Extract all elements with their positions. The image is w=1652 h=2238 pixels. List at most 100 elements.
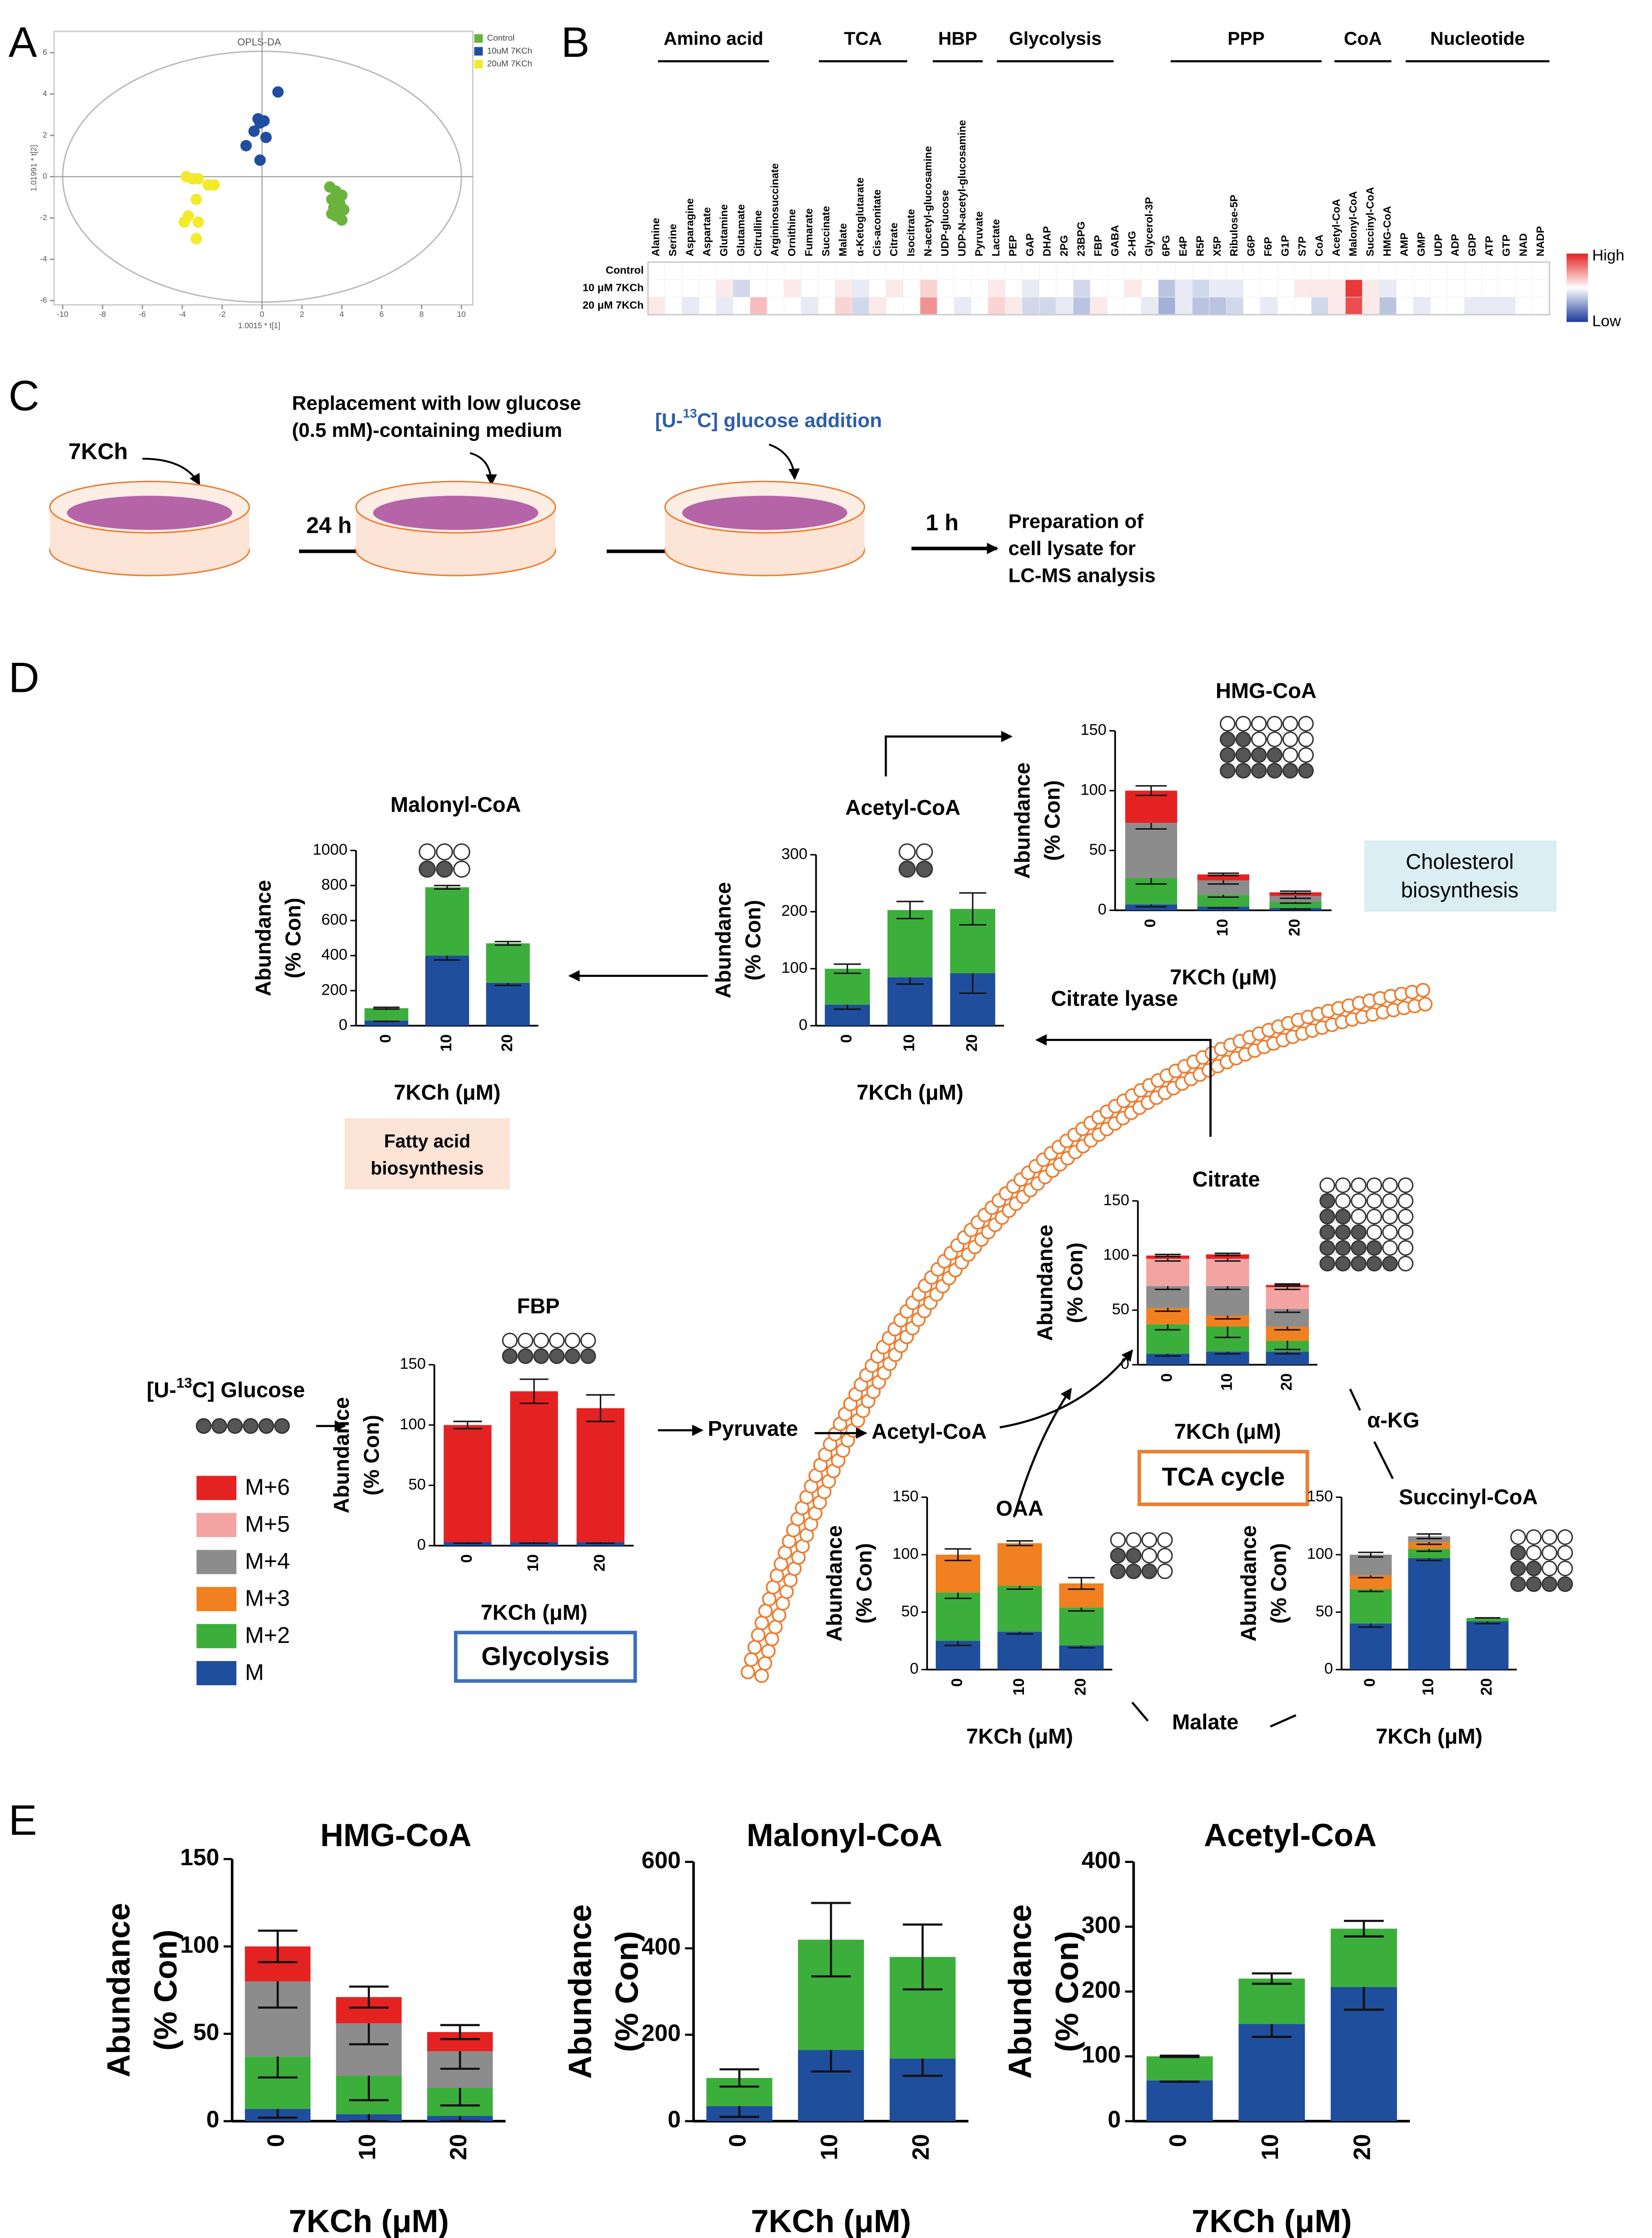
column-label: S7P <box>1296 236 1308 256</box>
y-tick-label: 150 <box>180 1844 219 1870</box>
column-label: α-Ketoglutarate <box>854 177 866 256</box>
column-label: NADP <box>1534 226 1546 256</box>
carbon-atom <box>1267 747 1283 763</box>
panel-label: A <box>9 18 37 66</box>
y-tick-label: -6 <box>40 295 47 305</box>
chart-title: Acetyl-CoA <box>1204 1817 1377 1853</box>
heatmap-cell <box>1277 262 1295 280</box>
arrow <box>999 1349 1133 1429</box>
carbon-atom <box>1298 763 1314 779</box>
y-tick-label: 0 <box>1121 1355 1129 1372</box>
y-tick-label: 0 <box>910 1660 918 1677</box>
carbon-atom <box>1397 1177 1414 1193</box>
bar-segment <box>425 956 469 1026</box>
heatmap-cell <box>1362 297 1380 315</box>
heatmap-cell <box>1158 279 1176 298</box>
y-tick-label: 400 <box>642 1933 681 1959</box>
heatmap-cell <box>682 262 699 280</box>
legend-label: 20uM 7KCh <box>487 59 532 68</box>
x-tick-label: 0 <box>458 1554 475 1563</box>
y-tick-label: 300 <box>781 845 807 862</box>
carbon-atom <box>1542 1529 1557 1545</box>
heatmap-cell <box>1158 262 1176 280</box>
heatmap-cell <box>1498 262 1516 280</box>
error-bar <box>1155 1253 1181 1257</box>
group-label: TCA <box>844 28 882 49</box>
heatmap-cell <box>716 262 734 280</box>
error-bar <box>440 2024 480 2040</box>
x-tick-label: 0 <box>1164 2134 1191 2147</box>
column-label: GABA <box>1109 225 1121 256</box>
heatmap-cell <box>733 297 750 315</box>
membrane-lipid <box>744 1652 759 1667</box>
x-tick-label: 10 <box>457 310 466 319</box>
heatmap-cell <box>1124 262 1142 280</box>
heatmap-cell <box>1141 262 1159 280</box>
panel-labels: A B C D E <box>9 18 590 1844</box>
bar-segment <box>1466 1617 1509 1622</box>
row-label: 10 μM 7KCh <box>583 282 644 294</box>
heatmap-cell <box>1107 262 1125 280</box>
colorbar-label: High <box>1592 247 1624 264</box>
point <box>190 194 202 205</box>
carbon-atom <box>1366 1224 1382 1240</box>
carbon-atom <box>1235 716 1251 732</box>
carbon-atom <box>195 1418 212 1434</box>
heatmap-cell <box>1328 262 1346 280</box>
carbon-atom <box>518 1348 534 1364</box>
heatmap-cell <box>1209 297 1227 315</box>
point <box>248 125 260 137</box>
y-tick-label: 0 <box>799 1016 808 1033</box>
carbon-atom <box>436 861 453 878</box>
carbon-atom <box>1351 1240 1367 1256</box>
y-axis-label: Abundance <box>1010 762 1034 879</box>
x-axis-label: 7KCh (μM) <box>394 1080 500 1104</box>
x-tick-label: 2 <box>300 310 304 319</box>
chart-title: Acetyl-CoA <box>845 795 960 819</box>
heatmap-cell <box>920 297 938 315</box>
carbon-atom <box>1366 1208 1382 1225</box>
x-tick-label: 10 <box>524 1554 542 1572</box>
bar-segment <box>997 1632 1042 1670</box>
column-label: X5P <box>1211 236 1223 256</box>
error-bar <box>1214 1252 1241 1257</box>
y-tick-label: 0 <box>206 2106 220 2133</box>
heatmap-cell <box>1192 262 1210 280</box>
heatmap-cell <box>1090 297 1108 315</box>
legend-label: M+2 <box>245 1622 290 1648</box>
carbon-atom <box>1335 1240 1351 1256</box>
heatmap-cell <box>784 262 802 280</box>
heatmap-cell <box>1124 279 1142 298</box>
y-tick-label: 150 <box>1080 721 1106 739</box>
heatmap-cell <box>664 297 683 315</box>
x-tick-label: 20 <box>499 1034 516 1051</box>
heatmap-cell <box>971 297 988 315</box>
carbon-atom <box>1382 1208 1398 1225</box>
heatmap-cell <box>1430 297 1448 315</box>
carbon-atom <box>1126 1532 1142 1548</box>
heatmap-cell <box>1413 279 1431 298</box>
column-label: FBP <box>1092 235 1104 256</box>
heatmap-cell <box>953 279 972 298</box>
heatmap-cell <box>1515 279 1533 298</box>
arrow <box>1035 1034 1212 1137</box>
heatmap-cell <box>1311 279 1329 298</box>
label: Pyruvate <box>708 1417 798 1441</box>
carbon-atom <box>1157 1532 1173 1548</box>
carbon-atom <box>1126 1547 1142 1564</box>
group-label: Nucleotide <box>1430 28 1525 49</box>
y-axis-label: Abundance <box>329 1397 354 1513</box>
heatmap-cell <box>1260 297 1278 315</box>
carbon-atom <box>1382 1224 1398 1240</box>
heatmap-cell <box>818 279 835 298</box>
heatmap-cell <box>1107 297 1125 315</box>
heatmap-cell <box>1175 262 1193 280</box>
heatmap-cell <box>971 262 988 280</box>
legend-label: M <box>245 1659 264 1685</box>
carbon-atom <box>243 1418 259 1434</box>
carbon-atom <box>1235 763 1251 779</box>
text: C] Glucose <box>192 1378 305 1402</box>
heatmap-cell <box>953 262 972 280</box>
cycle-line <box>1349 1388 1394 1479</box>
